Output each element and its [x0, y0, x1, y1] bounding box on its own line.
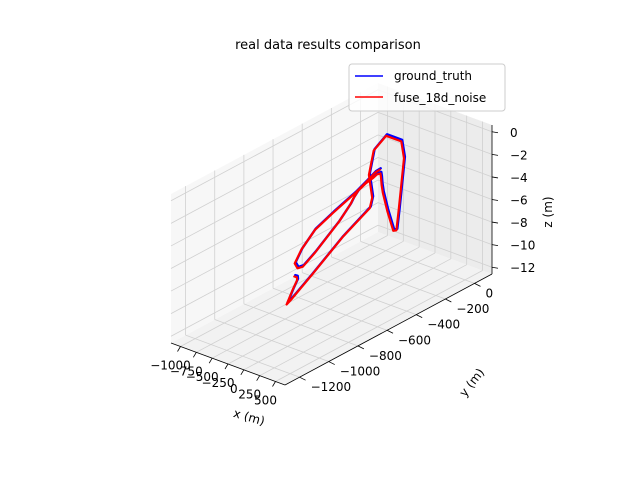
x-tick-mark [224, 363, 229, 370]
z-tick-mark [491, 131, 499, 134]
x-axis-label: x (m) [232, 406, 267, 428]
series-line-fuse-18d-noise [285, 134, 406, 306]
axis-lines [170, 125, 499, 387]
grid-lines [170, 86, 493, 382]
grid-line-x-floor [196, 240, 404, 353]
y-tick-label: −400 [427, 318, 460, 332]
z-tick-label: 0 [510, 126, 518, 140]
y-tick-label: −600 [398, 333, 431, 347]
grid-line-z-wall-y [377, 157, 493, 200]
legend-frame [348, 63, 506, 112]
grid-line-y-floor [360, 241, 475, 284]
grid-line-x-floor [211, 246, 420, 359]
x-tick-label: 250 [238, 388, 261, 402]
y-tick-mark [474, 283, 481, 287]
legend-label-ground-truth: ground_truth [394, 69, 472, 83]
y-tick-label: −1200 [311, 380, 352, 394]
grid-line-x-floor [243, 258, 452, 371]
z-tick-mark [491, 244, 499, 247]
grid-line-y-floor [214, 319, 329, 362]
chart-title: real data results comparison [235, 38, 421, 53]
z-tick-label: −6 [510, 194, 528, 208]
y-axis-label: y (m) [456, 366, 487, 400]
grid-line-x-floor [227, 252, 436, 365]
grid-line-z-wall-y [377, 179, 493, 223]
z-tick-label: −4 [510, 171, 528, 185]
x-tick-label: 0 [230, 382, 238, 396]
x-tick-mark [208, 357, 213, 364]
grid-line-y-floor [272, 287, 388, 331]
y-tick-mark [328, 361, 335, 365]
y-axis-line [284, 273, 493, 386]
grid-line-z-wall-x [170, 134, 379, 247]
z-tick-mark [491, 176, 499, 179]
z-tick-label: −8 [510, 216, 528, 230]
x-tick-mark [192, 352, 197, 358]
grid-line-z-wall-x [170, 202, 379, 315]
y-tick-label: −800 [369, 349, 402, 363]
legend: ground_truth fuse_18d_noise [348, 63, 506, 112]
z-tick-label: −10 [510, 239, 535, 253]
x-tick-label: 500 [254, 394, 277, 408]
y-tick-label: 0 [486, 286, 494, 300]
x-tick-label: −250 [202, 376, 235, 390]
y-tick-label: −200 [456, 302, 489, 316]
x-tick-label: −1000 [150, 359, 191, 373]
grid-line-y-floor [243, 303, 359, 347]
grid-line-z-wall-y [377, 111, 493, 155]
grid-line-x-floor [180, 235, 388, 347]
grid-line-x-floor [275, 270, 483, 382]
z-tick-label: −12 [510, 261, 535, 275]
x-tick-mark [272, 381, 276, 387]
y-tick-label: −1000 [340, 365, 381, 379]
grid-line-x-floor [259, 264, 467, 377]
x-tick-label: −750 [170, 364, 203, 378]
grid-line-z-wall-y [377, 202, 493, 246]
grid-line-z-wall-y [377, 224, 493, 268]
y-tick-mark [416, 314, 423, 319]
y-tick-mark [445, 298, 452, 303]
x-tick-mark [256, 375, 261, 381]
z-tick-mark [491, 153, 499, 156]
grid-line-z-wall-x [170, 224, 379, 337]
series-lines [285, 133, 407, 306]
z-tick-mark [491, 199, 499, 201]
y-tick-mark [357, 345, 365, 350]
y-tick-mark [299, 376, 306, 381]
grid-line-z-wall-x [170, 89, 379, 202]
grid-line-y-floor [331, 256, 446, 300]
legend-label-fuse-18d-noise: fuse_18d_noise [394, 91, 486, 105]
z-axis-label: z (m) [541, 196, 555, 227]
z-tick-label: −2 [510, 148, 528, 162]
x-tick-mark [240, 369, 245, 376]
x-tick-label: −500 [186, 370, 219, 384]
grid-line-y-floor [185, 334, 300, 378]
grid-line-z-wall-x [170, 157, 379, 269]
grid-line-z-wall-x [170, 179, 379, 292]
grid-line-z-wall-y [377, 134, 493, 178]
grid-line-y-floor [302, 272, 417, 316]
x-tick-mark [177, 346, 181, 352]
y-tick-mark [386, 329, 394, 334]
z-tick-mark [491, 266, 499, 269]
z-tick-mark [491, 221, 499, 224]
grid-line-z-wall-x [170, 111, 379, 224]
